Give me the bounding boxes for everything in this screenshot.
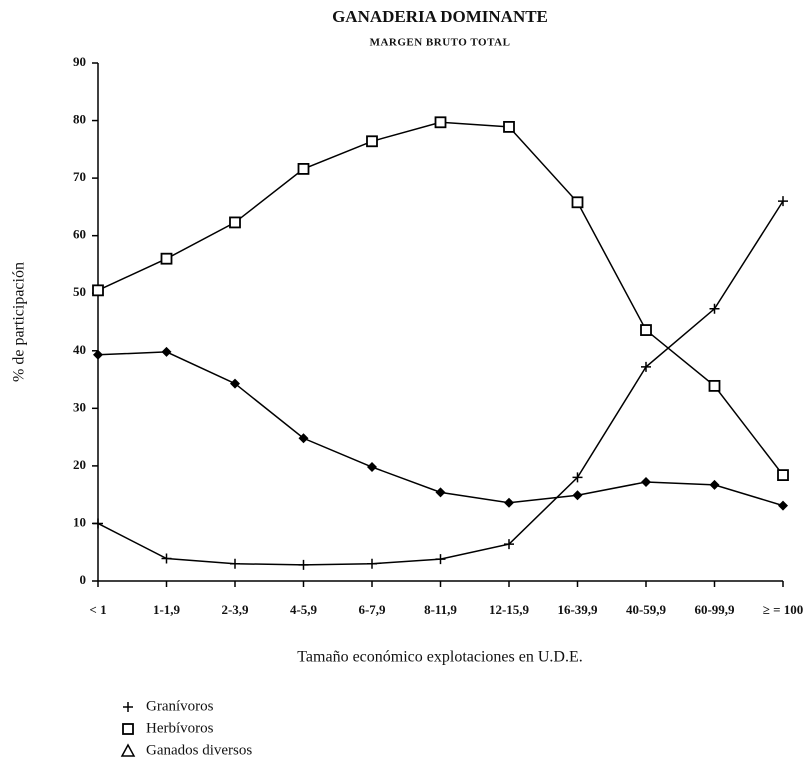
x-tick-label: 40-59,9	[626, 602, 667, 617]
data-point	[230, 378, 240, 389]
data-point	[504, 539, 514, 550]
data-point	[230, 558, 240, 569]
data-point	[366, 135, 378, 148]
data-point	[641, 477, 651, 488]
x-tick-label: 2-3,9	[221, 602, 249, 617]
data-point	[298, 433, 309, 444]
data-point	[160, 252, 173, 265]
y-tick-label: 70	[73, 169, 86, 184]
data-point	[367, 558, 377, 569]
legend-label: Herbívoros	[146, 720, 214, 736]
chart-title: GANADERIA DOMINANTE	[332, 7, 548, 26]
data-point	[572, 472, 583, 483]
data-point	[93, 349, 103, 360]
data-point	[503, 120, 515, 133]
data-point	[367, 462, 377, 473]
data-point	[229, 216, 241, 229]
x-tick-label: 1-1,9	[153, 602, 181, 617]
x-tick-label: 60-99,9	[694, 602, 735, 617]
x-tick-label: 12-15,9	[489, 602, 530, 617]
data-point	[92, 284, 104, 297]
data-point	[161, 346, 172, 357]
y-tick-label: 40	[73, 342, 86, 357]
legend-symbol	[123, 702, 133, 712]
legend-symbol	[120, 743, 136, 757]
x-axis-label: Tamaño económico explotaciones en U.D.E.	[297, 649, 582, 666]
data-point	[641, 361, 651, 372]
x-tick-label: 16-39,9	[557, 602, 598, 617]
x-tick-label: ≥ = 100	[763, 602, 804, 617]
y-tick-label: 30	[73, 399, 86, 414]
data-point	[778, 196, 788, 207]
x-tick-label: 8-11,9	[424, 602, 457, 617]
y-tick-label: 20	[73, 457, 86, 472]
data-point	[777, 469, 789, 481]
data-point	[435, 487, 446, 498]
data-point	[709, 303, 720, 314]
data-point	[298, 559, 309, 570]
y-tick-label: 10	[73, 514, 86, 529]
data-point	[708, 379, 721, 392]
data-point	[504, 497, 514, 508]
data-point	[434, 116, 447, 129]
data-point	[435, 554, 446, 565]
data-point	[571, 196, 584, 209]
legend-symbol	[122, 723, 134, 735]
data-point	[297, 163, 310, 175]
series-line	[97, 200, 784, 566]
data-point	[572, 490, 583, 501]
y-axis-label: % de participación	[11, 262, 28, 382]
data-point	[640, 324, 652, 336]
legend-label: Granívoros	[146, 698, 214, 714]
y-tick-label: 90	[73, 54, 86, 69]
data-point	[93, 518, 103, 529]
legend-label: Ganados diversos	[146, 742, 252, 758]
chart-subtitle: MARGEN BRUTO TOTAL	[370, 37, 511, 49]
y-tick-label: 80	[73, 112, 86, 127]
data-point	[778, 500, 788, 511]
x-tick-label: 4-5,9	[290, 602, 318, 617]
series-line	[97, 351, 784, 507]
series-line	[97, 121, 784, 476]
y-tick-label: 60	[73, 227, 86, 242]
y-tick-label: 0	[80, 572, 87, 587]
x-tick-label: < 1	[89, 602, 106, 617]
data-point	[161, 553, 172, 564]
data-point	[709, 479, 720, 490]
y-tick-label: 50	[73, 284, 86, 299]
x-tick-label: 6-7,9	[358, 602, 386, 617]
